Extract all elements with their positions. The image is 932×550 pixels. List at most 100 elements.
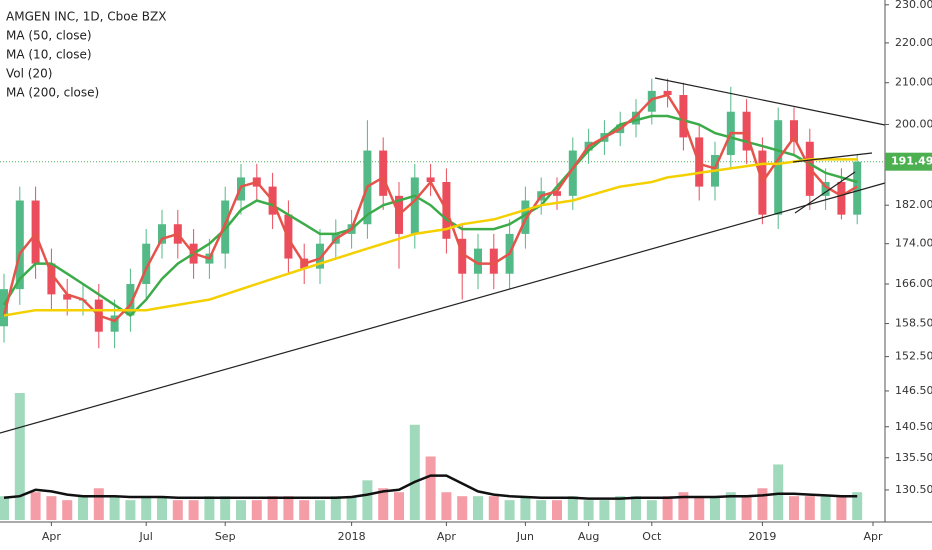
volume-bar (109, 496, 120, 520)
trend-line (654, 77, 886, 126)
candle-body (663, 90, 672, 96)
volume-bar (631, 496, 641, 520)
candle-body (158, 224, 166, 244)
y-tick-label: 140.50 (895, 420, 932, 433)
candle-body (379, 150, 388, 196)
candle-body (837, 182, 846, 215)
volume-bar (694, 496, 705, 520)
candle-body (63, 294, 72, 300)
volume-bar (346, 496, 357, 520)
candle-body (47, 263, 56, 295)
legend-item: MA (50, close) (6, 29, 92, 43)
x-tick-label: Jun (516, 530, 534, 543)
volume-bar (567, 496, 578, 520)
x-tick-label: Apr (42, 530, 62, 543)
candle-body (632, 111, 640, 125)
volume-bar (362, 480, 373, 520)
volume-bar (820, 496, 831, 520)
candle-body (458, 238, 467, 274)
volume-bar (299, 500, 310, 520)
y-tick-label: 220.00 (895, 36, 932, 49)
candle-body (742, 111, 751, 151)
candle-body (821, 182, 830, 196)
x-tick-label: 2019 (748, 530, 776, 543)
ma-line (3, 158, 858, 317)
volume-bar (125, 500, 136, 520)
volume-bar (204, 496, 215, 520)
candle-body (426, 177, 435, 183)
volume-bar (710, 496, 720, 520)
volume-bar (409, 424, 420, 520)
candle-body (0, 289, 8, 327)
volume-ma-line (3, 474, 858, 500)
volume-bar (394, 492, 404, 520)
volume-bar (646, 500, 657, 520)
volume-bar (62, 500, 73, 520)
trend-line (0, 182, 886, 434)
volume-bar (662, 496, 673, 520)
volume-bar (457, 496, 468, 520)
y-tick-label: 174.00 (895, 237, 932, 250)
last-price-tag (885, 152, 932, 171)
volume-bar (30, 492, 41, 520)
y-tick-label: 166.00 (895, 277, 932, 290)
volume-bar (93, 488, 104, 520)
volume-bar (283, 496, 294, 520)
volume-bar (141, 496, 152, 520)
volume-bar (78, 496, 88, 520)
candle-body (790, 120, 798, 142)
candle-body (110, 315, 119, 332)
volume-bar (378, 488, 389, 520)
volume-bar (46, 496, 57, 520)
volume-bar (725, 492, 736, 520)
volume-bar (220, 496, 231, 520)
ma-line (2, 114, 858, 318)
y-tick-label: 146.50 (895, 384, 932, 397)
volume-bar (552, 500, 562, 520)
candle-body (774, 120, 783, 215)
volume-bar (14, 393, 25, 520)
volume-bar (504, 500, 515, 520)
volume-bar (804, 496, 815, 520)
candle-body (474, 248, 482, 274)
candle-body (553, 191, 561, 196)
volume-bar (836, 496, 847, 520)
volume-bar (599, 500, 610, 520)
y-tick-label: 230.00 (895, 0, 932, 11)
x-tick-label: Apr (863, 530, 883, 543)
x-tick-label: Oct (642, 530, 662, 543)
candle-body (126, 283, 135, 316)
volume-bar (425, 456, 436, 520)
candle-body (316, 243, 324, 269)
volume-bar (488, 496, 499, 520)
x-tick-label: Jul (139, 530, 153, 543)
volume-bar (315, 500, 325, 520)
legend-item: Vol (20) (6, 67, 52, 81)
y-tick-label: 130.50 (895, 483, 932, 496)
trend-lines (0, 77, 886, 434)
volume-bar (172, 500, 183, 520)
legend-item: MA (200, close) (6, 86, 99, 100)
trend-line (794, 171, 856, 214)
volume-bar (789, 496, 799, 520)
volume-bar (741, 496, 752, 520)
legend: AMGEN INC, 1D, Cboe BZX MA (50, close) M… (6, 10, 166, 100)
volume-bar (330, 496, 341, 520)
volume-bar (188, 500, 199, 520)
candle-body (489, 248, 498, 274)
volume-bar (583, 500, 594, 520)
candle-body (15, 200, 24, 290)
volume-bar (678, 492, 689, 520)
legend-item: MA (10, close) (6, 48, 92, 62)
trend-line (792, 152, 873, 163)
candle-body (142, 243, 151, 284)
candle-body (853, 161, 862, 215)
volume-bar (615, 496, 626, 520)
y-tick-label: 158.50 (895, 317, 932, 330)
x-tick-label: Apr (437, 530, 457, 543)
y-tick-label: 200.00 (895, 117, 932, 130)
y-tick-label: 152.50 (895, 350, 932, 363)
chart-title: AMGEN INC, 1D, Cboe BZX (6, 10, 166, 24)
